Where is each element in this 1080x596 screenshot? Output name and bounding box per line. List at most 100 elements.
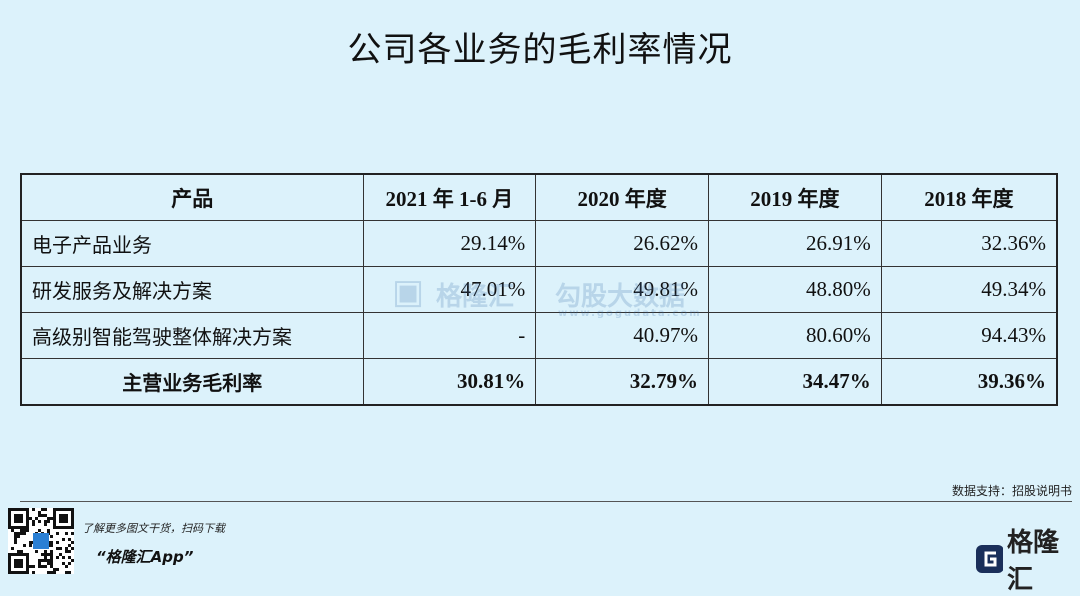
qr-module <box>65 550 68 553</box>
promo-text: 了解更多图文干货，扫码下载 <box>82 522 225 535</box>
qr-module <box>50 541 53 544</box>
logo-icon <box>976 545 1004 573</box>
qr-module <box>14 532 17 535</box>
cell: 47.01% <box>362 266 537 313</box>
qr-module <box>17 532 20 535</box>
cell: 32.79% <box>535 358 710 406</box>
qr-module <box>50 553 53 556</box>
cell: 26.91% <box>708 220 882 267</box>
qr-module <box>59 547 62 550</box>
qr-module <box>41 559 44 562</box>
qr-module <box>47 553 50 556</box>
qr-module <box>41 553 44 556</box>
qr-module <box>32 523 35 526</box>
qr-module <box>50 556 53 559</box>
qr-module <box>29 544 32 547</box>
logo-text: 格隆汇 <box>1007 528 1060 595</box>
qr-module <box>23 544 26 547</box>
qr-module <box>14 559 23 568</box>
qr-module <box>33 533 49 549</box>
qr-module <box>56 547 59 550</box>
qr-module <box>32 565 35 568</box>
qr-module <box>44 514 47 517</box>
cell: 40.97% <box>535 312 710 359</box>
qr-module <box>71 547 74 550</box>
qr-module <box>71 541 74 544</box>
qr-module <box>14 514 23 523</box>
cell: 49.81% <box>535 266 710 313</box>
qr-module <box>65 532 68 535</box>
source: 数据支持：招股说明书 <box>951 484 1072 498</box>
qr-module <box>38 529 41 532</box>
qr-module <box>44 565 47 568</box>
qr-module <box>44 556 47 559</box>
cell: 26.62% <box>535 220 710 267</box>
cell: 32.36% <box>880 220 1058 267</box>
cell: 94.43% <box>880 312 1058 359</box>
cell: 39.36% <box>880 358 1058 406</box>
page: {"header": {"title": "公司各业务的毛利率情况"}, "ta… <box>8 30 1072 595</box>
app-name: “格隆汇App” <box>96 548 194 566</box>
header-row: 产品 2021 年 1-6 月 2020 年度 2019 年度 2018 年度 <box>20 173 1058 221</box>
qr-module <box>38 559 41 562</box>
qr-module <box>68 544 71 547</box>
qr-module <box>53 571 56 574</box>
row-label: 主营业务毛利率 <box>20 358 364 406</box>
qr-module <box>14 538 17 541</box>
qr-module <box>20 529 23 532</box>
qr-module <box>50 565 53 568</box>
qr-module <box>14 541 17 544</box>
qr-module <box>50 544 53 547</box>
cell: - <box>362 312 537 359</box>
qr-module <box>47 520 50 523</box>
cell: 80.60% <box>708 312 882 359</box>
table-row: 主营业务毛利率 30.81% 32.79% 34.47% 39.36% <box>20 358 1058 406</box>
qr-module <box>44 508 47 511</box>
qr-module <box>26 529 29 532</box>
qr-module <box>68 550 71 553</box>
watermark: www.gogudata.com <box>558 308 702 319</box>
qr-module <box>47 562 50 565</box>
cell: 34.47% <box>708 358 882 406</box>
qr-module <box>59 553 62 556</box>
qr-module <box>62 556 65 559</box>
qr-module <box>68 562 71 565</box>
qr-module <box>11 529 14 532</box>
column-header: 2021 年 1-6 月 <box>362 173 537 221</box>
qr-module <box>29 517 32 520</box>
column-header: 2018 年度 <box>880 173 1058 221</box>
qr-module <box>20 550 23 553</box>
qr-module <box>17 535 20 538</box>
qr-module <box>56 556 59 559</box>
qr-module <box>44 520 47 523</box>
qr-module <box>62 538 65 541</box>
qr-module <box>65 571 68 574</box>
qr-code <box>8 508 74 574</box>
qr-module <box>44 523 47 526</box>
qr-module <box>71 559 74 562</box>
margin-table: 产品 2021 年 1-6 月 2020 年度 2019 年度 2018 年度 电子产品… <box>20 173 1058 406</box>
qr-module <box>50 550 53 553</box>
row-label: 研发服务及解决方案 <box>20 266 364 313</box>
table-row: 电子产品业务 29.14% 26.62% 26.91% 32.36% <box>20 220 1058 267</box>
qr-module <box>47 571 50 574</box>
row-label: 电子产品业务 <box>20 220 364 267</box>
qr-module <box>56 568 59 571</box>
qr-module <box>29 541 32 544</box>
logo: 格隆汇 <box>975 522 1080 596</box>
qr-module <box>32 571 35 574</box>
qr-module <box>68 556 71 559</box>
qr-module <box>14 535 17 538</box>
watermark: ▣ <box>392 272 425 312</box>
table-row: 研发服务及解决方案 47.01% 49.81% 48.80% 49.34% <box>20 266 1058 313</box>
divider <box>20 501 1072 502</box>
qr-module <box>23 532 26 535</box>
table-row: 高级别智能驾驶整体解决方案 -40.97% 80.60% 94.43% <box>20 312 1058 359</box>
qr-module <box>50 517 53 520</box>
qr-module <box>17 550 20 553</box>
qr-module <box>50 535 53 538</box>
qr-module <box>29 565 32 568</box>
qr-module <box>71 532 74 535</box>
qr-module <box>41 565 44 568</box>
qr-module <box>50 571 53 574</box>
